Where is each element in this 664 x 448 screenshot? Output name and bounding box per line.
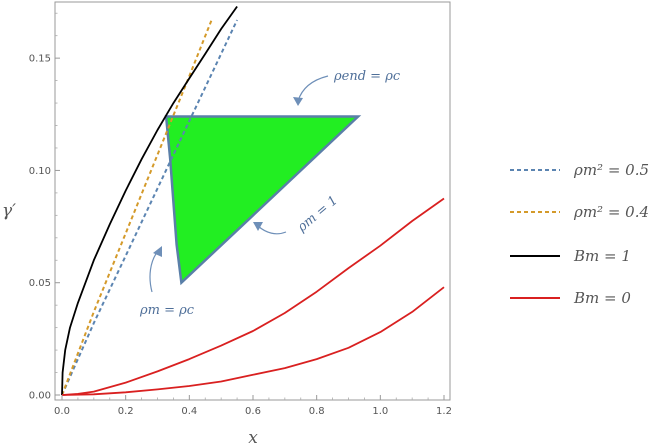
legend: ρm² = 0.5 ρm² = 0.4 Bm = 1 Bm = 0 bbox=[510, 161, 649, 307]
annotation-arrowhead-rho-m-rho-c bbox=[153, 246, 162, 257]
series-layer bbox=[61, 5, 445, 396]
series-bm-1 bbox=[61, 5, 238, 396]
annotation-arrow-rho-m-1 bbox=[257, 225, 287, 235]
series-bm-0-upper bbox=[61, 197, 445, 396]
x-tick-label: 0.4 bbox=[181, 406, 197, 417]
series-rho-04 bbox=[61, 19, 213, 396]
ticks-layer: 0.0 0.2 0.4 0.6 0.8 1.0 1.2 0.00 0.05 0.10 0.15 bbox=[29, 12, 452, 417]
legend-label-bm-1: Bm = 1 bbox=[573, 247, 631, 265]
legend-label-rho-04: ρm² = 0.4 bbox=[573, 203, 649, 221]
series-rho-05 bbox=[61, 19, 239, 396]
legend-label-bm-0: Bm = 0 bbox=[573, 289, 631, 307]
x-tick-label: 0.6 bbox=[245, 406, 261, 417]
annotation-label-rho-m-rho-c: ρm = ρc bbox=[139, 303, 195, 318]
annotation-arrowhead-rho-end bbox=[293, 97, 303, 106]
legend-label-rho-05: ρm² = 0.5 bbox=[573, 161, 649, 179]
x-axis-label: x bbox=[248, 428, 258, 448]
series-bm-0-lower bbox=[61, 286, 445, 396]
x-tick-label: 0.0 bbox=[54, 406, 70, 417]
annotation-rho-m-rho-c: ρm = ρc bbox=[139, 246, 195, 318]
x-tick-label: 1.0 bbox=[372, 406, 388, 417]
y-tick-label: 0.00 bbox=[29, 391, 51, 402]
y-tick-label: 0.15 bbox=[29, 54, 51, 65]
annotation-arrowhead-rho-m-1 bbox=[253, 222, 263, 231]
y-tick-label: 0.05 bbox=[29, 278, 51, 289]
annotation-label-rho-end: ρend = ρc bbox=[333, 69, 401, 84]
y-tick-label: 0.10 bbox=[29, 166, 51, 177]
y-axis-label: γ′ bbox=[2, 201, 16, 221]
x-tick-label: 0.8 bbox=[309, 406, 325, 417]
x-tick-label: 0.2 bbox=[118, 406, 134, 417]
annotation-rho-end: ρend = ρc bbox=[293, 69, 401, 106]
x-tick-label: 1.2 bbox=[436, 406, 452, 417]
